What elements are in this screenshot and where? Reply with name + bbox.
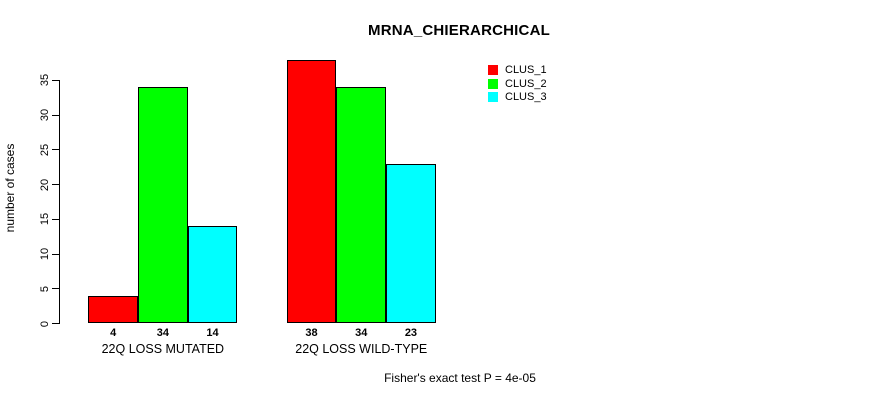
- y-tick: [51, 114, 59, 116]
- y-tick-label: 5: [39, 285, 51, 292]
- legend-label: CLUS_2: [505, 77, 547, 90]
- bar-value-label: 34: [355, 327, 368, 339]
- legend-label: CLUS_1: [505, 64, 547, 76]
- bar-clus_1-2: [286, 59, 337, 324]
- y-tick-label: 15: [39, 213, 51, 226]
- bar-value-label: 4: [110, 327, 117, 339]
- legend: CLUS_1 CLUS_2 CLUS_3: [488, 65, 547, 106]
- y-tick: [51, 218, 59, 220]
- legend-row: CLUS_2: [488, 77, 547, 90]
- y-tick-label: 0: [39, 320, 51, 327]
- group-label: 22Q LOSS MUTATED: [101, 342, 225, 356]
- y-tick: [51, 288, 59, 290]
- y-tick: [51, 79, 59, 81]
- legend-swatch-clus-1: [488, 65, 498, 75]
- y-tick-label: 10: [39, 247, 51, 261]
- y-tick: [51, 323, 59, 324]
- bar-clus_2-1: [138, 87, 188, 324]
- y-tick: [51, 184, 59, 186]
- bar-value-label: 38: [305, 327, 318, 339]
- y-tick: [51, 253, 59, 255]
- y-tick: [51, 149, 59, 151]
- y-axis-line: [58, 80, 60, 325]
- y-tick-label: 20: [39, 178, 51, 191]
- chart-title: MRNA_CHIERARCHICAL: [368, 22, 550, 39]
- y-tick-label: 25: [39, 143, 51, 156]
- legend-row: CLUS_3: [488, 91, 547, 103]
- annotation-text: Fisher's exact test P = 4e-05: [384, 371, 536, 385]
- bar-clus_2-2: [336, 87, 387, 324]
- bar-clus_3-2: [386, 163, 436, 324]
- legend-label: CLUS_3: [505, 91, 547, 103]
- group-label: 22Q LOSS WILD-TYPE: [295, 342, 428, 356]
- bar-value-label: 14: [206, 327, 219, 339]
- y-axis-label: number of cases: [3, 143, 17, 233]
- legend-swatch-clus-2: [488, 78, 498, 89]
- bar-clus_3-1: [187, 226, 238, 324]
- legend-row: CLUS_1: [488, 64, 547, 76]
- y-tick-label: 30: [39, 108, 51, 122]
- y-tick-label: 35: [39, 74, 51, 87]
- bar-clus_1-1: [88, 295, 138, 324]
- legend-swatch-clus-3: [488, 92, 498, 102]
- bar-value-label: 23: [404, 327, 418, 339]
- bar-value-label: 34: [156, 327, 169, 339]
